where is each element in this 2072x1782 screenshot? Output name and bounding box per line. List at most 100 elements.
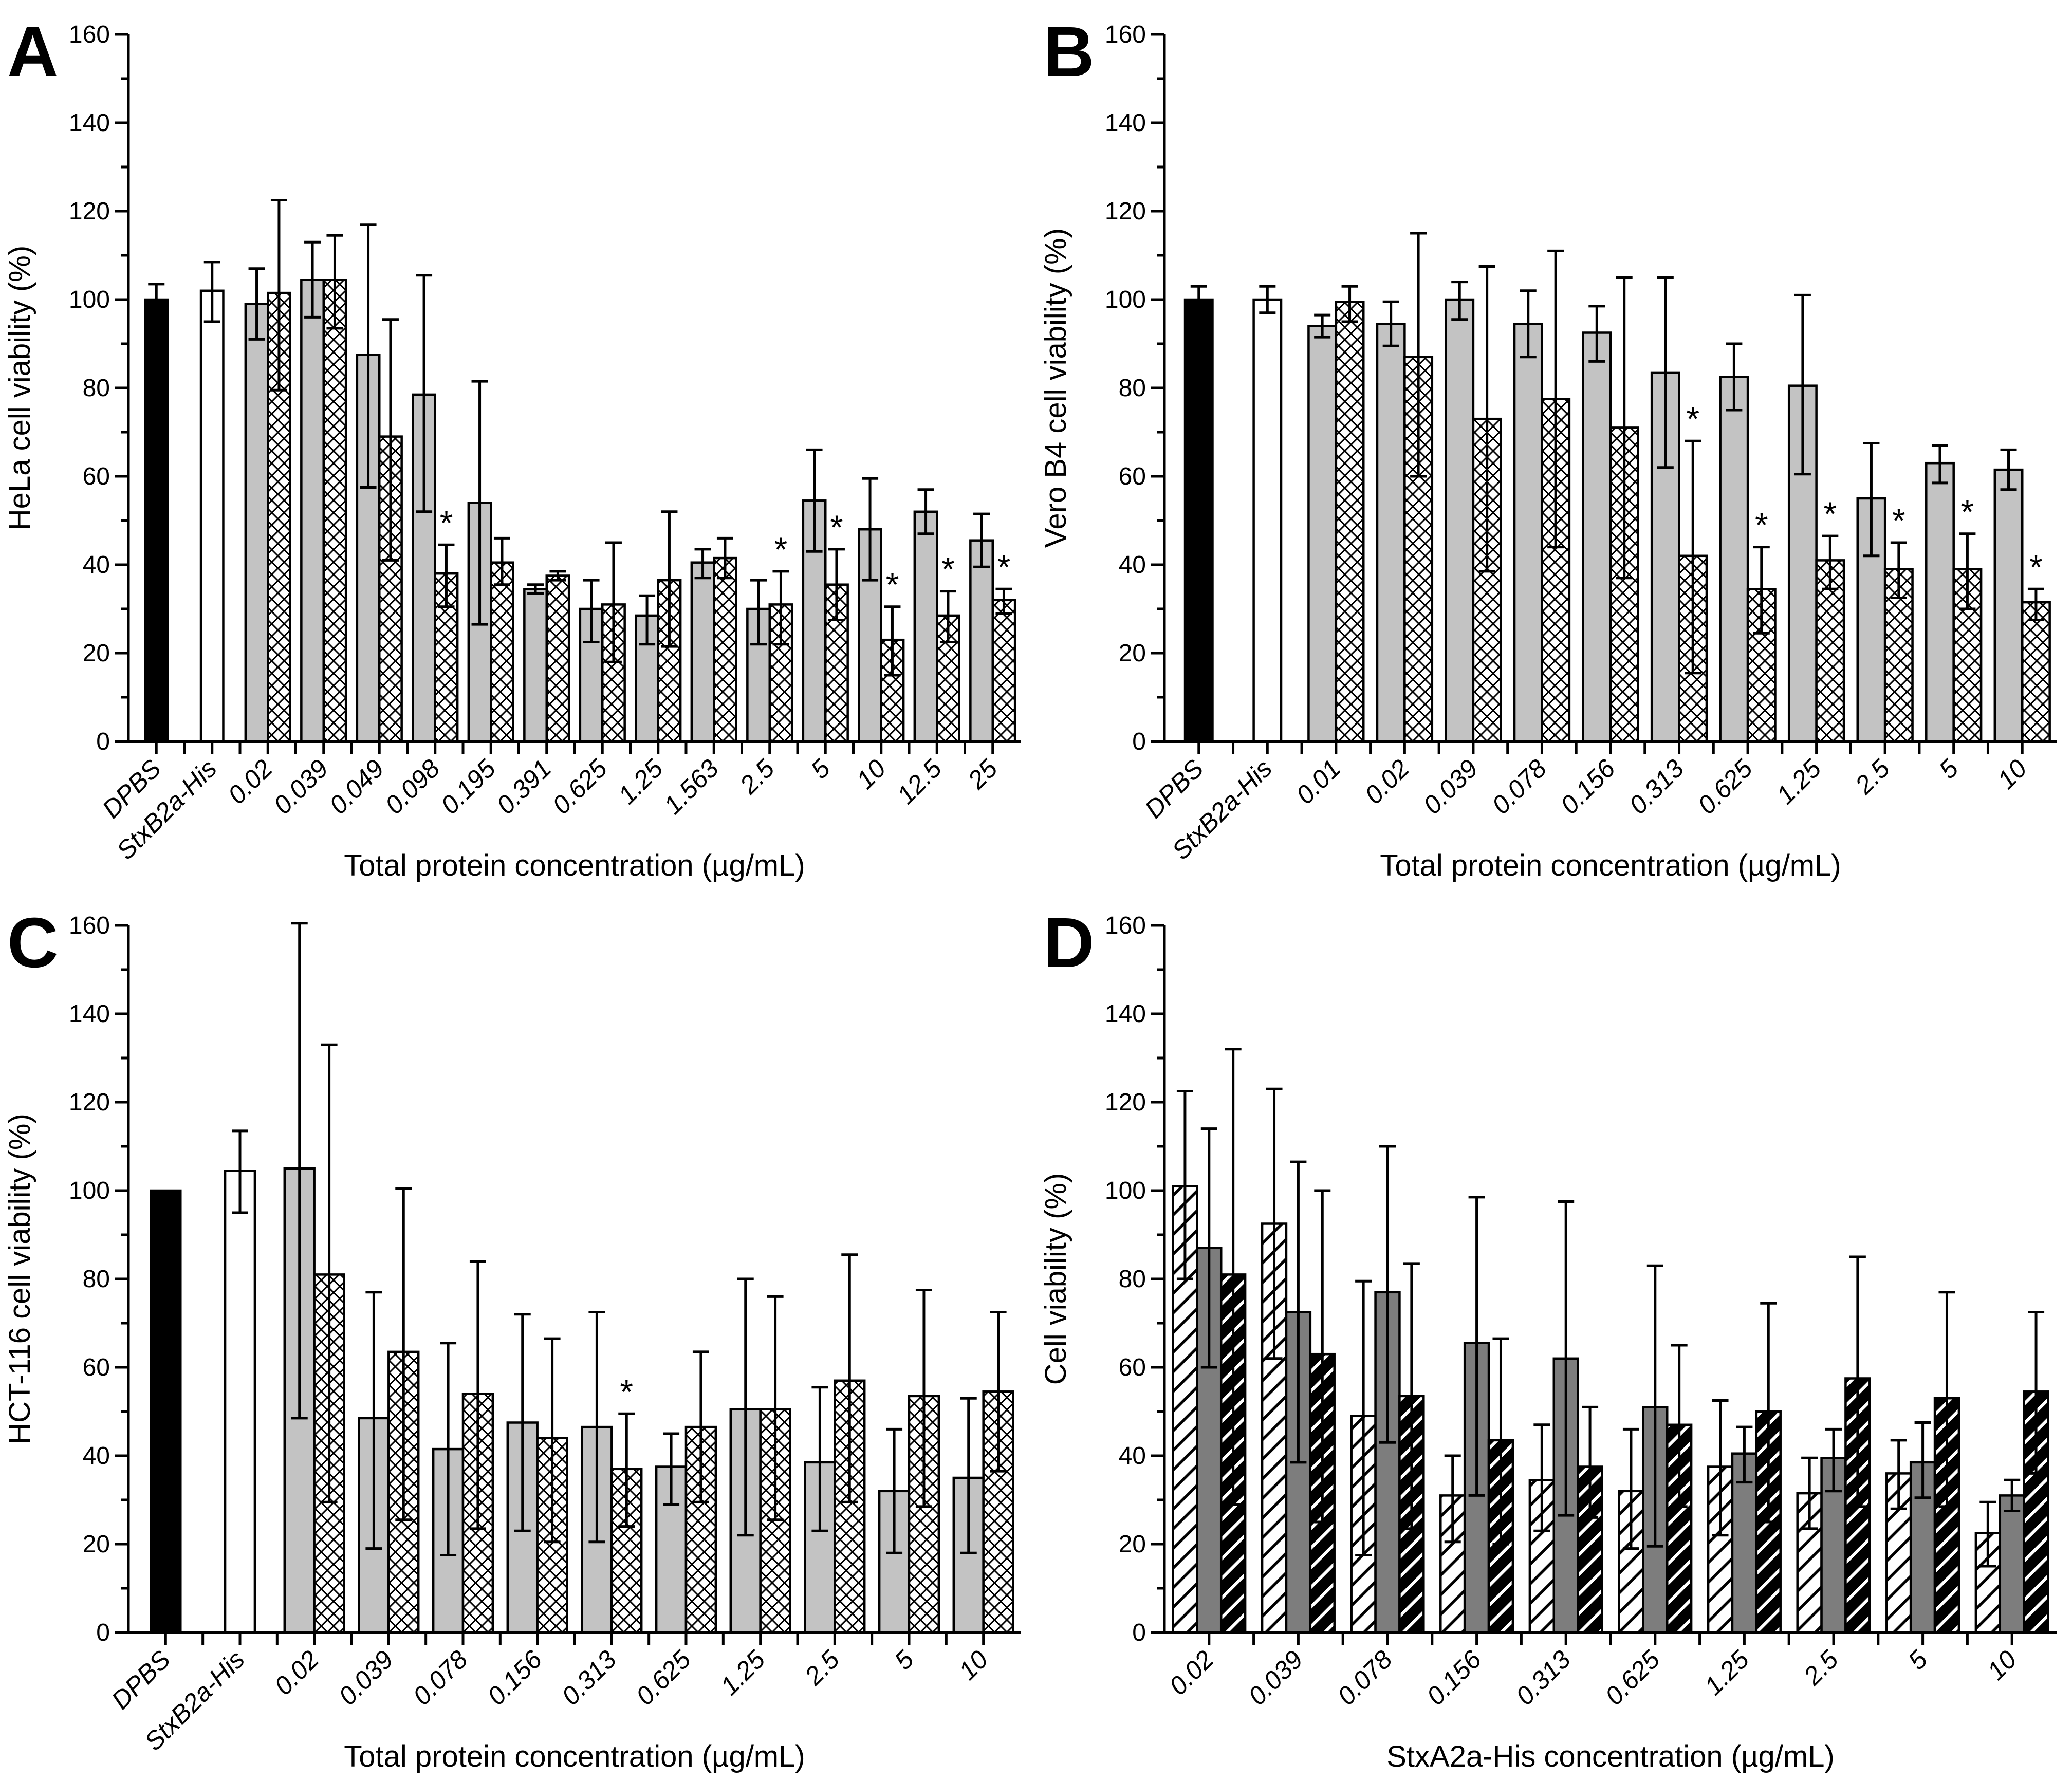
x-category-label: 0.625 bbox=[547, 754, 613, 820]
y-tick-label: 160 bbox=[69, 21, 110, 48]
y-tick-label: 120 bbox=[1105, 198, 1146, 225]
x-category-label: 2.5 bbox=[1798, 1645, 1844, 1691]
x-category-label: 10 bbox=[851, 754, 892, 794]
y-tick-label: 0 bbox=[96, 728, 110, 755]
y-tick-label: 100 bbox=[69, 286, 110, 313]
y-tick-label: 40 bbox=[83, 1442, 110, 1470]
x-category-label: 10 bbox=[1982, 1645, 2022, 1685]
x-category-label: 0.039 bbox=[1243, 1645, 1308, 1711]
bar-group-0.039 bbox=[1261, 1087, 1336, 1634]
significance-asterisk: * bbox=[886, 566, 899, 604]
bar-group-DPBS bbox=[144, 283, 169, 743]
y-tick-label: 20 bbox=[1119, 640, 1146, 667]
x-category-label: 0.039 bbox=[268, 754, 334, 820]
panel-letter: A bbox=[7, 12, 59, 91]
x-category-label: 0.098 bbox=[379, 754, 445, 820]
bar-group-0.098: * bbox=[412, 274, 459, 743]
bar-group-10 bbox=[1974, 1311, 2049, 1634]
x-category-label: 0.313 bbox=[1623, 754, 1689, 820]
x-category-label: 5 bbox=[1902, 1645, 1933, 1675]
bar-0.01-gray bbox=[1307, 325, 1338, 743]
bar-group-10: * bbox=[1993, 448, 2051, 743]
x-category-label: 25 bbox=[962, 754, 1003, 795]
significance-asterisk: * bbox=[1686, 400, 1699, 438]
x-axis-title: Total protein concentration (µg/mL) bbox=[1380, 849, 1841, 882]
bar-0.391-cross bbox=[545, 574, 570, 743]
bar-group-0.156 bbox=[506, 1313, 568, 1634]
significance-asterisk: * bbox=[1755, 506, 1768, 544]
y-tick-label: 140 bbox=[1105, 109, 1146, 137]
bar-group-0.078 bbox=[1350, 1145, 1425, 1634]
y-tick-label: 100 bbox=[1105, 286, 1146, 313]
bar-0.078-gray bbox=[1513, 323, 1543, 743]
x-category-label: 0.02 bbox=[1163, 1645, 1219, 1701]
y-tick-label: 80 bbox=[83, 1266, 110, 1293]
panel-A: * * * * * * 0 20 40 60 80 100 120 140 160 DPBS StxB2a-Hi… bbox=[0, 0, 1036, 891]
y-tick-label: 40 bbox=[83, 551, 110, 579]
bar-StxB2a-His-white bbox=[224, 1170, 256, 1634]
panel-C: * 0 20 40 60 80 100 120 140 160 DPBS StxB2a-His 0.02… bbox=[0, 891, 1036, 1782]
x-category-label: 0.156 bbox=[1555, 754, 1621, 820]
bar-0.391-gray bbox=[523, 588, 548, 743]
bar-group-1.25 bbox=[1707, 1302, 1782, 1634]
bars-layer bbox=[1172, 1048, 2049, 1634]
bar-0.01-cross bbox=[1335, 301, 1365, 743]
x-category-label: 1.25 bbox=[715, 1645, 771, 1701]
x-category-label: 0.039 bbox=[333, 1645, 399, 1711]
bar-0.02-gray bbox=[1376, 323, 1406, 743]
bar-group-0.039 bbox=[300, 234, 347, 743]
significance-asterisk: * bbox=[620, 1372, 633, 1410]
x-category-label: 0.078 bbox=[1332, 1645, 1398, 1711]
bar-1.563-gray bbox=[690, 561, 715, 743]
bar-25-cross bbox=[991, 599, 1016, 743]
bar-group-5: * bbox=[1925, 444, 1983, 743]
bar-DPBS-black bbox=[150, 1189, 182, 1634]
bar-group-0.049 bbox=[356, 223, 403, 743]
x-category-label: 1.563 bbox=[658, 754, 724, 820]
y-tick-label: 160 bbox=[1105, 21, 1146, 48]
x-category-label: 0.039 bbox=[1418, 754, 1484, 820]
bar-group-2.5: * bbox=[1856, 442, 1914, 743]
y-tick-label: 100 bbox=[69, 1177, 110, 1204]
bar-group-5: * bbox=[802, 448, 849, 743]
y-tick-label: 0 bbox=[1132, 1619, 1146, 1646]
bar-group-0.078 bbox=[432, 1260, 494, 1634]
y-tick-label: 80 bbox=[1119, 1266, 1146, 1293]
bar-25-gray bbox=[969, 539, 994, 743]
x-category-label: 0.625 bbox=[1600, 1645, 1666, 1711]
y-tick-label: 0 bbox=[1132, 728, 1146, 755]
y-tick-label: 80 bbox=[1119, 375, 1146, 402]
bar-group-StxB2a-His bbox=[224, 1129, 256, 1634]
bar-group-0.391 bbox=[523, 570, 570, 743]
y-tick-label: 20 bbox=[83, 1531, 110, 1558]
x-category-label: 0.313 bbox=[556, 1645, 622, 1711]
panel-letter: D bbox=[1043, 903, 1095, 982]
bar-group-DPBS bbox=[1183, 285, 1214, 743]
y-tick-label: 40 bbox=[1119, 1442, 1146, 1470]
significance-asterisk: * bbox=[1823, 495, 1837, 533]
x-category-label: 5 bbox=[1933, 754, 1964, 784]
x-category-label: 2.5 bbox=[734, 754, 780, 800]
panel-letter: C bbox=[7, 903, 59, 982]
x-category-label: 0.156 bbox=[1421, 1645, 1487, 1711]
y-tick-label: 120 bbox=[69, 198, 110, 225]
y-tick-label: 60 bbox=[83, 1354, 110, 1381]
y-tick-label: 60 bbox=[83, 463, 110, 490]
bar-1.563-cross bbox=[713, 556, 737, 743]
chart-D: 0 20 40 60 80 100 120 140 160 0.02 0.039 0.078 0.156… bbox=[1039, 903, 2057, 1773]
x-axis-title: Total protein concentration (µg/mL) bbox=[344, 849, 805, 882]
bars-layer: * bbox=[150, 922, 1014, 1634]
y-tick-label: 20 bbox=[83, 640, 110, 667]
bar-group-DPBS bbox=[150, 1189, 182, 1634]
bars-layer: * * * * * * bbox=[144, 199, 1016, 743]
chart-A: **** * *020406080100120140160DPBSStxB2a-Hi… bbox=[3, 12, 1021, 882]
bar-group-1.563 bbox=[690, 536, 737, 743]
bar-group-0.313 bbox=[1528, 1200, 1603, 1634]
bar-group-0.313: * bbox=[581, 1311, 643, 1634]
y-tick-label: 120 bbox=[69, 1089, 110, 1116]
y-axis-title: HCT-116 cell viability (%) bbox=[3, 1113, 36, 1444]
panel-B: * * * * * * 0 20 40 60 80 100 120 140 160 DPBS StxB2a-Hi… bbox=[1036, 0, 2072, 891]
bar-group-10: * bbox=[858, 477, 905, 743]
x-category-label: 0.195 bbox=[435, 754, 501, 820]
